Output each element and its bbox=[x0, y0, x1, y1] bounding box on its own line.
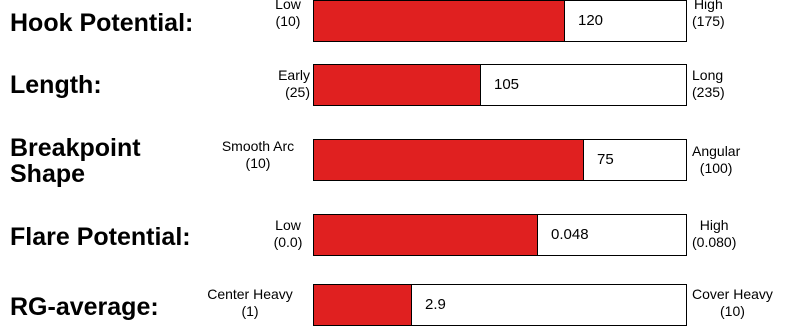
high-label: Cover Heavy (10) bbox=[692, 286, 773, 320]
rating-value: 0.048 bbox=[551, 226, 589, 243]
high-label-text: Angular bbox=[692, 143, 741, 159]
row-title: RG-average: bbox=[10, 293, 159, 321]
row-title-line1: Breakpoint bbox=[10, 134, 141, 162]
high-value-text: (10) bbox=[720, 303, 745, 319]
rating-bar-fill bbox=[314, 140, 584, 180]
row-title-line2: Shape bbox=[10, 160, 86, 188]
high-label: High (0.080) bbox=[692, 217, 736, 251]
low-label-text: Smooth Arc bbox=[221, 138, 295, 154]
high-label-text: Long bbox=[692, 67, 724, 83]
rating-bar: 75 bbox=[313, 139, 687, 181]
high-label-text: Cover Heavy bbox=[692, 286, 773, 302]
high-value-text: (235) bbox=[692, 84, 725, 100]
rating-value: 120 bbox=[578, 12, 604, 29]
row-title: Flare Potential: bbox=[10, 223, 191, 251]
low-label: Early (25) bbox=[254, 67, 310, 101]
flare-potential-row: Flare Potential: Low (0.0) 0.048 High (0… bbox=[0, 212, 812, 256]
row-title: Hook Potential: bbox=[10, 9, 194, 37]
low-value-text: (10) bbox=[245, 155, 271, 171]
rating-bar-fill bbox=[314, 1, 565, 41]
rating-bar: 120 bbox=[313, 0, 687, 42]
low-label: Smooth Arc (10) bbox=[206, 138, 310, 172]
low-value-text: (10) bbox=[275, 13, 301, 29]
breakpoint-shape-row: Breakpoint Shape Smooth Arc (10) 75 Angu… bbox=[0, 124, 812, 187]
length-row: Length: Early (25) 105 Long (235) bbox=[0, 62, 812, 106]
high-label: Angular (100) bbox=[692, 143, 740, 177]
high-label: High (175) bbox=[692, 0, 725, 30]
low-label-text: Early bbox=[278, 67, 310, 83]
low-label: Low (0.0) bbox=[266, 217, 310, 251]
rating-value: 105 bbox=[494, 76, 520, 93]
low-value-text: (1) bbox=[241, 303, 259, 319]
high-label: Long (235) bbox=[692, 67, 725, 101]
high-label-text: High bbox=[693, 0, 723, 12]
rating-bar-fill bbox=[314, 285, 412, 325]
rating-value: 2.9 bbox=[425, 296, 446, 313]
rating-value: 75 bbox=[597, 151, 614, 168]
row-title: Length: bbox=[10, 71, 102, 99]
row-title: Breakpoint Shape bbox=[10, 135, 141, 187]
high-label-text: High bbox=[699, 217, 729, 233]
rating-bar: 2.9 bbox=[313, 284, 687, 326]
high-value-text: (100) bbox=[699, 160, 733, 176]
low-value-text: (25) bbox=[285, 84, 310, 100]
high-value-text: (175) bbox=[692, 13, 725, 29]
high-value-text: (0.080) bbox=[692, 234, 737, 250]
rating-bar-fill bbox=[314, 65, 481, 105]
low-label-text: Low bbox=[275, 0, 301, 12]
low-label-text: Center Heavy bbox=[207, 286, 293, 302]
low-label: Low (10) bbox=[266, 0, 310, 30]
hook-potential-row: Hook Potential: Low (10) 120 High (175) bbox=[0, 0, 812, 44]
rating-bar: 0.048 bbox=[313, 214, 687, 256]
low-label: Center Heavy (1) bbox=[190, 286, 310, 320]
low-label-text: Low bbox=[275, 217, 301, 233]
rating-bar: 105 bbox=[313, 64, 687, 106]
rating-bar-fill bbox=[314, 215, 538, 255]
low-value-text: (0.0) bbox=[273, 234, 303, 250]
rg-average-row: RG-average: Center Heavy (1) 2.9 Cover H… bbox=[0, 282, 812, 326]
